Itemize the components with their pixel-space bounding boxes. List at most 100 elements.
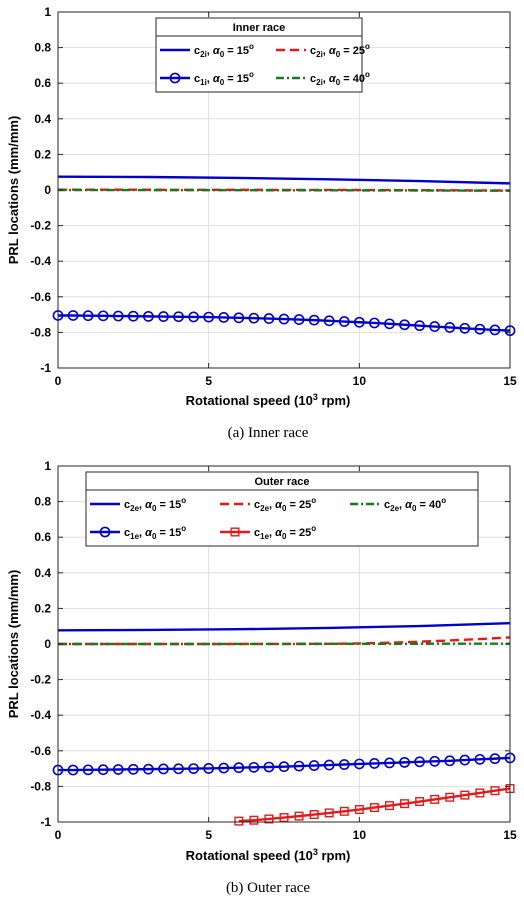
x-tick-label: 5	[205, 828, 212, 842]
y-tick-label: 0.2	[34, 147, 51, 161]
data-point	[339, 806, 349, 816]
data-point	[475, 788, 485, 798]
series-line	[58, 756, 511, 772]
chart-1: 0 5 10 15 -1 -0.8 -0.6 -0.4 -0.2 0 0.2 0.4 0.6 0.8 1 Ro…	[6, 5, 517, 441]
data-point	[399, 319, 410, 331]
x-tick-label: 0	[55, 828, 62, 842]
data-point	[338, 316, 350, 327]
y-tick-label: -0.6	[30, 290, 51, 304]
data-point	[308, 760, 320, 771]
data-point	[188, 763, 199, 774]
data-point	[203, 763, 215, 774]
data-point	[459, 754, 471, 766]
data-point	[278, 761, 290, 773]
legend-label: c2i, α0 = 40o​	[310, 70, 370, 87]
series-1i-alpha-15	[52, 310, 516, 337]
data-point	[444, 322, 456, 333]
series-line	[58, 314, 511, 332]
legend-swatch-marker	[230, 527, 240, 537]
data-point	[414, 756, 425, 768]
data-point	[384, 318, 395, 330]
y-tick-label: 0.8	[34, 41, 51, 55]
data-point	[429, 321, 441, 332]
series-line	[57, 188, 511, 192]
data-point	[384, 801, 394, 811]
data-point	[279, 813, 289, 823]
y-tick-label: 0.8	[34, 495, 51, 509]
data-point	[353, 758, 365, 770]
legend-box	[85, 471, 479, 547]
data-point	[248, 761, 260, 773]
y-tick-label: -1	[40, 815, 51, 829]
y-tick-label: 0.6	[34, 530, 51, 544]
data-point	[67, 764, 79, 776]
data-point	[97, 310, 109, 322]
data-point	[112, 310, 124, 322]
data-point	[218, 312, 230, 323]
y-tick-label: 0.4	[34, 566, 51, 580]
data-point	[354, 805, 364, 815]
data-point	[67, 310, 79, 321]
x-tick-label: 15	[503, 828, 517, 842]
data-point	[294, 811, 304, 821]
data-point	[474, 753, 486, 765]
y-tick-label: 0.6	[34, 76, 51, 90]
x-axis-label: Rotational speed (103 rpm)	[186, 392, 351, 408]
y-tick-label: 1	[44, 459, 51, 473]
data-point	[368, 317, 380, 329]
series-line	[238, 787, 511, 823]
data-point	[309, 810, 319, 820]
series-1e-alpha-25	[234, 784, 515, 826]
data-point	[490, 786, 500, 796]
data-point	[82, 764, 94, 776]
data-point	[263, 761, 275, 773]
legend: Outer race c2e, α0 = 15o​ c2e, α0 = 25o​ c2…	[85, 471, 479, 547]
data-point	[429, 755, 441, 767]
data-point	[324, 808, 334, 818]
legend-label: c2i, α0 = 25o​	[310, 42, 370, 59]
y-tick-label: -1	[40, 361, 51, 375]
legend-label: c2e, α0 = 40o​	[384, 496, 446, 513]
data-point	[173, 763, 184, 775]
y-tick-label: -0.2	[30, 673, 51, 687]
data-point	[415, 797, 425, 807]
legend-item: c1i, α0 = 15o​	[160, 70, 254, 87]
y-tick-label: 0.4	[34, 112, 51, 126]
legend-label: c2e, α0 = 15o​	[124, 496, 186, 513]
data-point	[112, 764, 124, 775]
series-2i-alpha-15	[57, 175, 511, 185]
legend-title: Outer race	[254, 476, 309, 488]
data-point	[127, 310, 139, 322]
y-tick-label: 0	[44, 637, 51, 651]
data-point	[460, 790, 470, 800]
legend-item: c2e, α0 = 25o​	[220, 496, 316, 513]
legend-item: c1e, α0 = 15o​	[90, 524, 186, 541]
y-tick-label: 0	[44, 183, 51, 197]
data-point	[400, 799, 410, 809]
legend-item: c1e, α0 = 25o​	[220, 524, 316, 541]
data-point	[323, 759, 335, 771]
data-point	[308, 314, 320, 326]
legend-label: c1e, α0 = 25o​	[254, 524, 316, 541]
legend-swatch-marker	[169, 72, 181, 84]
data-point	[384, 757, 395, 769]
legend: Inner race c2i, α0 = 15o​ c2i, α0 = 25o​ c1…	[155, 17, 370, 93]
data-point	[127, 763, 139, 775]
legend-label: c2e, α0 = 25o​	[254, 496, 316, 513]
legend-item: c2i, α0 = 15o​	[160, 42, 254, 59]
figure-caption: (a) Inner race	[228, 425, 309, 441]
data-point	[188, 311, 199, 323]
legend-item: c2e, α0 = 40o​	[350, 496, 446, 513]
data-point	[369, 803, 379, 813]
legend-item: c2i, α0 = 40o​	[276, 70, 370, 87]
data-point	[142, 763, 154, 775]
y-tick-label: -0.4	[30, 254, 51, 268]
data-point	[97, 764, 109, 776]
y-tick-label: 1	[44, 5, 51, 19]
series-line	[57, 175, 511, 185]
data-point	[338, 759, 350, 770]
x-tick-label: 10	[353, 374, 367, 388]
series-1e-alpha-15	[52, 752, 516, 776]
data-point	[368, 758, 380, 769]
